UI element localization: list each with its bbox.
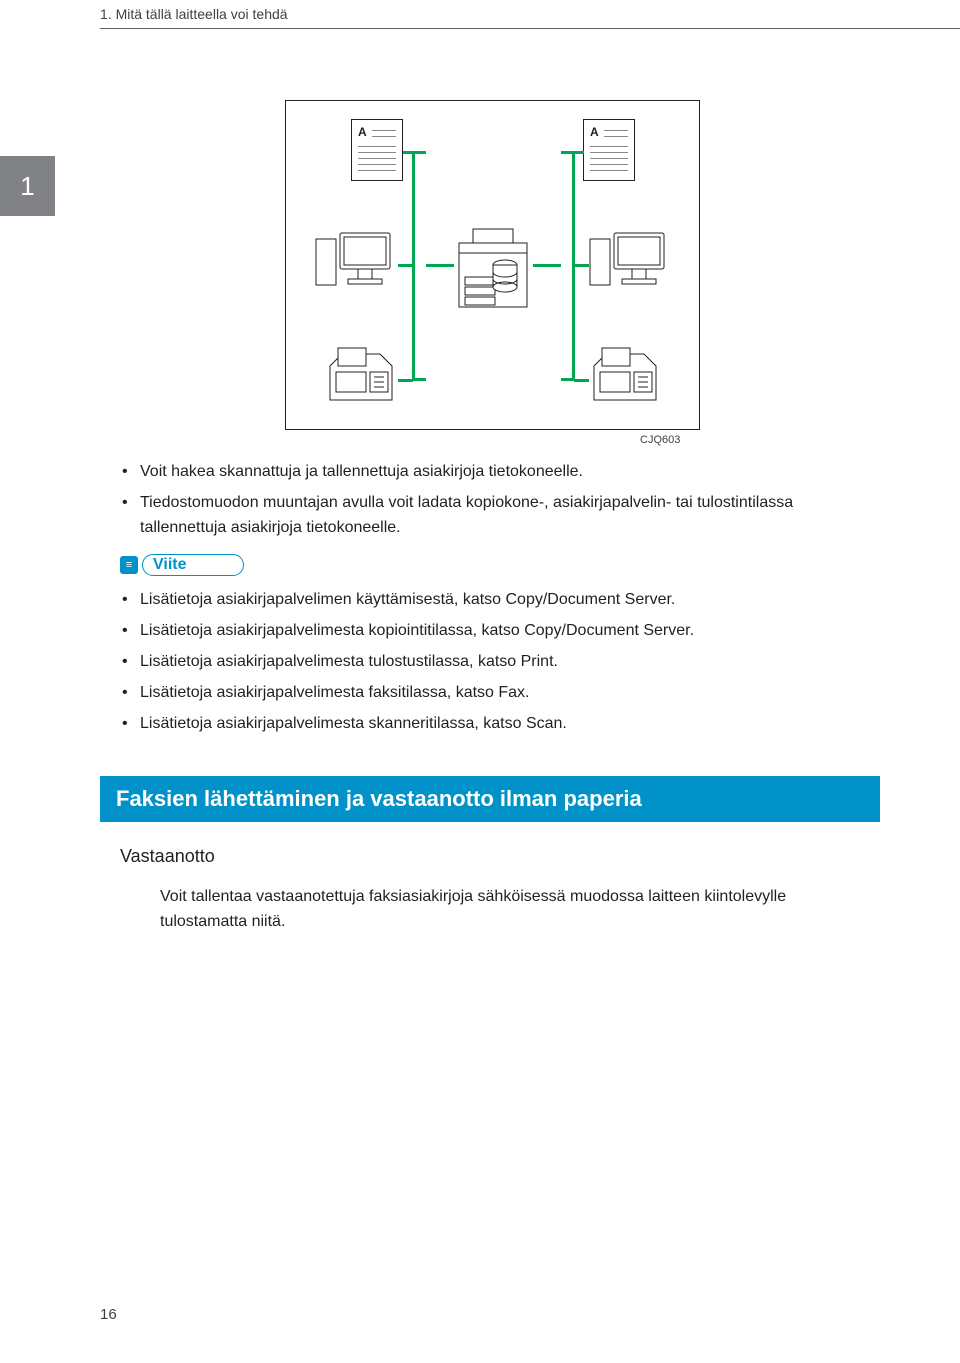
connector-line [574,379,589,382]
connector-line [533,264,561,267]
fax-icon [588,346,663,411]
reference-icon: ≡ [120,556,138,574]
document-icon: A [351,119,403,181]
chapter-tab: 1 [0,156,55,216]
connector-line [426,264,454,267]
document-label: A [590,125,599,139]
content-area: Voit hakea skannattuja ja tallennettuja … [100,460,880,935]
diagram-frame: A A [285,100,700,430]
connector-line [403,151,413,154]
list-item: Tiedostomuodon muuntajan avulla voit lad… [140,491,880,541]
body-paragraph: Voit tallentaa vastaanotettuja faksiasia… [160,885,870,935]
connector-line [574,151,584,154]
fax-icon [324,346,399,411]
computer-icon [588,229,673,299]
list-item: Lisätietoja asiakirjapalvelimen käyttämi… [140,588,880,613]
connector-bracket [561,151,575,381]
reference-label: Viite [142,554,244,576]
bullet-list-top: Voit hakea skannattuja ja tallennettuja … [100,460,880,540]
document-icon: A [583,119,635,181]
reference-badge: ≡ Viite [120,554,880,576]
list-item: Lisätietoja asiakirjapalvelimesta skanne… [140,712,880,737]
document-label: A [358,125,367,139]
running-header: 1. Mitä tällä laitteella voi tehdä [100,6,288,22]
list-item: Lisätietoja asiakirjapalvelimesta tulost… [140,650,880,675]
connector-line [398,264,413,267]
connector-line [574,264,589,267]
page-number: 16 [100,1306,117,1323]
subsection-heading: Vastaanotto [120,846,880,867]
list-item: Lisätietoja asiakirjapalvelimesta faksit… [140,681,880,706]
connector-line [398,379,413,382]
list-item: Lisätietoja asiakirjapalvelimesta kopioi… [140,619,880,644]
list-item: Voit hakea skannattuja ja tallennettuja … [140,460,880,485]
computer-icon [314,229,399,299]
diagram-code: CJQ603 [640,434,680,446]
header-rule [100,28,960,29]
section-heading-banner: Faksien lähettäminen ja vastaanotto ilma… [100,776,880,822]
bullet-list-references: Lisätietoja asiakirjapalvelimen käyttämi… [100,588,880,736]
mfp-printer-icon [451,221,536,321]
connector-bracket [412,151,426,381]
